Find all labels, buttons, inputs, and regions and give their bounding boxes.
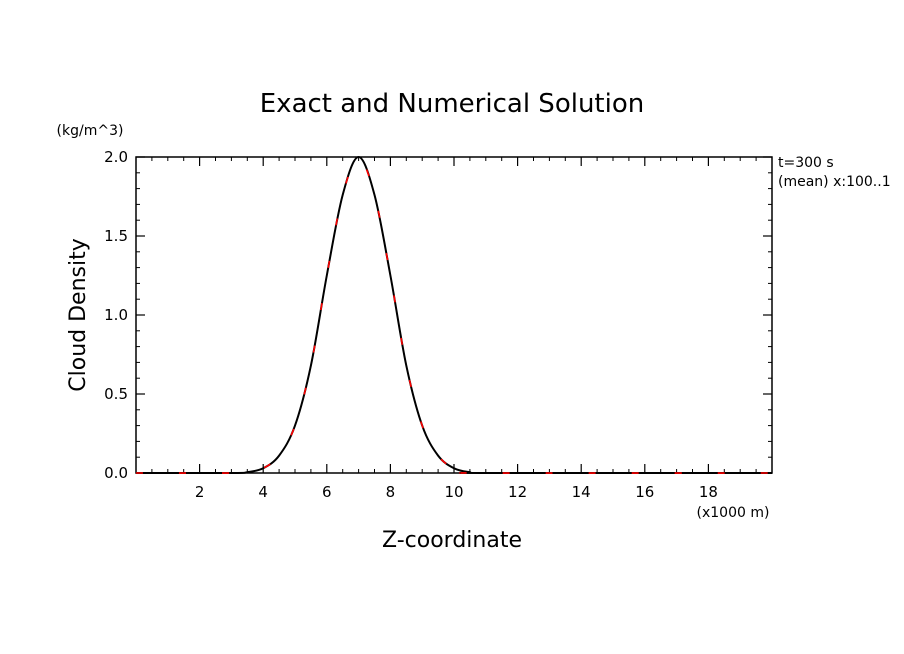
y-tick-label: 1.5 xyxy=(104,227,128,245)
x-tick-label: 12 xyxy=(508,483,527,501)
x-tick-label: 2 xyxy=(195,483,205,501)
y-tick-label: 2.0 xyxy=(104,148,128,166)
numerical-solution-line xyxy=(135,157,773,474)
mean-annotation: (mean) x:100..1 xyxy=(778,174,891,190)
x-tick-label: 16 xyxy=(635,483,654,501)
x-tick-label: 6 xyxy=(322,483,332,501)
x-tick-label: 18 xyxy=(699,483,718,501)
y-tick-label: 0.0 xyxy=(104,464,128,482)
x-tick-label: 8 xyxy=(386,483,396,501)
plot-frame xyxy=(135,156,773,474)
y-unit-label: (kg/m^3) xyxy=(57,123,124,139)
x-tick-label: 10 xyxy=(444,483,463,501)
x-tick-label: 4 xyxy=(258,483,268,501)
x-axis-label: Z-coordinate xyxy=(382,528,522,553)
series-group xyxy=(135,155,773,475)
x-tick-label: 14 xyxy=(572,483,591,501)
chart-title: Exact and Numerical Solution xyxy=(260,89,644,119)
exact-solution-line xyxy=(135,155,773,475)
axis-ticks: 2 4 6 8 10 12 14 16 18 0.0 0.5 1.0 1.5 2.0 xyxy=(104,148,772,501)
y-tick-label: 0.5 xyxy=(104,385,128,403)
y-axis-label: Cloud Density xyxy=(66,238,91,391)
time-annotation: t=300 s xyxy=(778,155,834,171)
x-unit-label: (x1000 m) xyxy=(697,505,770,521)
y-tick-label: 1.0 xyxy=(104,306,128,324)
